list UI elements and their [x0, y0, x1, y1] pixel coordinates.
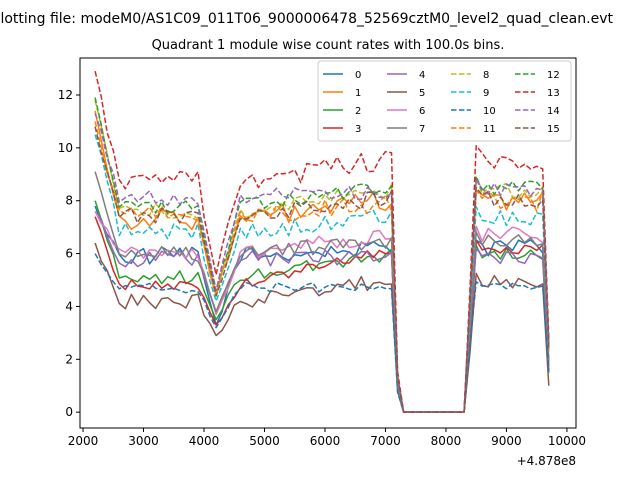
legend-label: 7	[419, 124, 425, 135]
series-line-13	[94, 71, 550, 413]
legend-label: 10	[483, 106, 496, 117]
legend-label: 9	[483, 88, 489, 99]
legend-label: 12	[547, 70, 560, 81]
y-tick-label: 0	[65, 405, 73, 419]
y-tick-label: 4	[65, 299, 73, 313]
series-line-7	[94, 171, 550, 413]
legend-label: 0	[355, 70, 361, 81]
legend-label: 6	[419, 106, 425, 117]
y-tick-label: 2	[65, 352, 73, 366]
legend-label: 14	[547, 106, 560, 117]
legend-label: 15	[547, 124, 560, 135]
y-tick-label: 8	[65, 194, 73, 208]
x-offset-label: +4.878e8	[517, 454, 576, 468]
series-line-10	[94, 253, 550, 413]
legend-label: 11	[483, 124, 496, 135]
series-layer	[94, 71, 550, 413]
legend-label: 3	[355, 124, 361, 135]
series-line-11	[94, 121, 550, 413]
y-tick-label: 12	[58, 88, 73, 102]
legend-label: 13	[547, 88, 560, 99]
legend-label: 5	[419, 88, 425, 99]
x-tick-label: 7000	[370, 434, 401, 448]
axes-title: Quadrant 1 module wise count rates with …	[152, 38, 505, 53]
y-tick-label: 10	[58, 141, 73, 155]
x-axis: 2000 3000 4000 5000 6000 7000 8000 9000 10000	[68, 428, 586, 448]
legend-label: 8	[483, 70, 489, 81]
x-tick-label: 9000	[491, 434, 522, 448]
x-tick-label: 4000	[189, 434, 220, 448]
figure-title: Plotting file: modeM0/AS1C09_011T06_9000…	[0, 11, 613, 27]
x-tick-label: 10000	[548, 434, 586, 448]
plot-frame	[79, 57, 577, 429]
y-axis: 0 2 4 6 8 10 12	[58, 88, 80, 419]
y-tick-label: 6	[65, 247, 73, 261]
legend-label: 1	[355, 88, 361, 99]
legend-box	[317, 60, 572, 142]
legend-label: 4	[419, 70, 425, 81]
x-tick-label: 8000	[431, 434, 462, 448]
legend-label: 2	[355, 106, 361, 117]
x-tick-label: 6000	[310, 434, 341, 448]
x-tick-label: 3000	[128, 434, 159, 448]
x-tick-label: 2000	[68, 434, 99, 448]
x-tick-label: 5000	[249, 434, 280, 448]
series-line-15	[94, 126, 550, 413]
